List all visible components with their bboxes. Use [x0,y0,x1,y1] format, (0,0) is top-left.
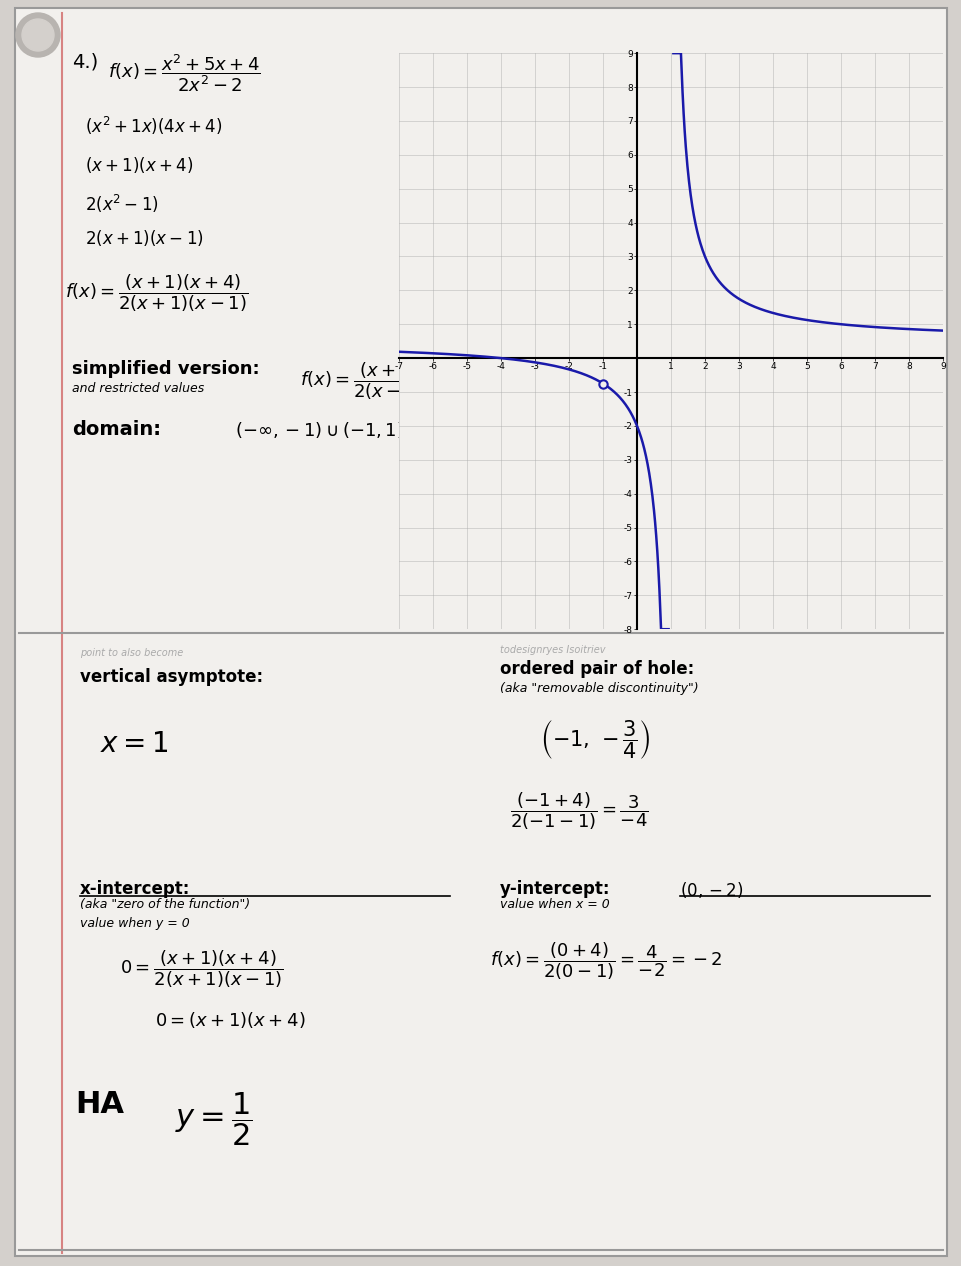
Text: vertical asymptote:: vertical asymptote: [80,668,263,686]
Text: domain:: domain: [72,420,160,439]
Text: value when x = 0: value when x = 0 [500,898,609,912]
Text: value when y = 0: value when y = 0 [80,917,189,931]
Text: y-intercept:: y-intercept: [500,880,610,898]
Text: x-intercept:: x-intercept: [80,880,190,898]
Text: $f(x) = \dfrac{(x+4)}{2(x-1)}$: $f(x) = \dfrac{(x+4)}{2(x-1)}$ [300,360,425,401]
Text: (aka "zero of the function"): (aka "zero of the function") [80,898,250,912]
Text: $x = 1$: $x = 1$ [100,730,168,758]
Text: $2(x+1)(x-1)$: $2(x+1)(x-1)$ [85,228,204,248]
Text: $f(x) = \dfrac{x^2 + 5x + 4}{2x^2 - 2}$: $f(x) = \dfrac{x^2 + 5x + 4}{2x^2 - 2}$ [108,52,260,94]
Text: $f(x) = \dfrac{(0+4)}{2(0-1)} = \dfrac{4}{-2} = -2$: $f(x) = \dfrac{(0+4)}{2(0-1)} = \dfrac{4… [489,939,722,981]
Text: HA: HA [75,1090,124,1119]
Text: todesignryes Isoitriev: todesignryes Isoitriev [500,644,604,655]
Circle shape [16,13,60,57]
Text: $x\neq-1, 1$: $x\neq-1, 1$ [570,362,651,381]
Text: $f(x) = \dfrac{(x+1)(x+4)}{2(x+1)(x-1)}$: $f(x) = \dfrac{(x+1)(x+4)}{2(x+1)(x-1)}$ [65,272,248,314]
Text: and restricted values: and restricted values [72,382,204,395]
Text: point to also become: point to also become [80,648,183,658]
Text: $0 = (x+1)(x+4)$: $0 = (x+1)(x+4)$ [155,1010,306,1031]
Text: $\left(-1,\,-\dfrac{3}{4}\right)$: $\left(-1,\,-\dfrac{3}{4}\right)$ [539,718,650,761]
Text: $(0,-2)$: $(0,-2)$ [679,880,743,900]
Text: $(x^2+1x)(4x+4)$: $(x^2+1x)(4x+4)$ [85,115,222,137]
Text: $2(x^2-1)$: $2(x^2-1)$ [85,192,159,215]
Text: ordered pair of hole:: ordered pair of hole: [500,660,694,679]
Text: (aka "removable discontinuity"): (aka "removable discontinuity") [500,682,698,695]
Circle shape [22,19,54,51]
Text: $(-\infty,-1)\cup(-1,1)\cup(1,\infty)$: $(-\infty,-1)\cup(-1,1)\cup(1,\infty)$ [234,420,473,441]
Text: 4.): 4.) [72,52,98,71]
Text: $(x+1)(x+4)$: $(x+1)(x+4)$ [85,154,193,175]
FancyBboxPatch shape [15,8,946,1256]
Text: simplified version:: simplified version: [72,360,259,379]
Text: $\dfrac{(-1+4)}{2(-1-1)} = \dfrac{3}{-4}$: $\dfrac{(-1+4)}{2(-1-1)} = \dfrac{3}{-4}… [509,790,648,832]
Text: $y = \dfrac{1}{2}$: $y = \dfrac{1}{2}$ [175,1090,253,1147]
Text: $0 = \dfrac{(x+1)(x+4)}{2(x+1)(x-1)}$: $0 = \dfrac{(x+1)(x+4)}{2(x+1)(x-1)}$ [120,948,283,990]
